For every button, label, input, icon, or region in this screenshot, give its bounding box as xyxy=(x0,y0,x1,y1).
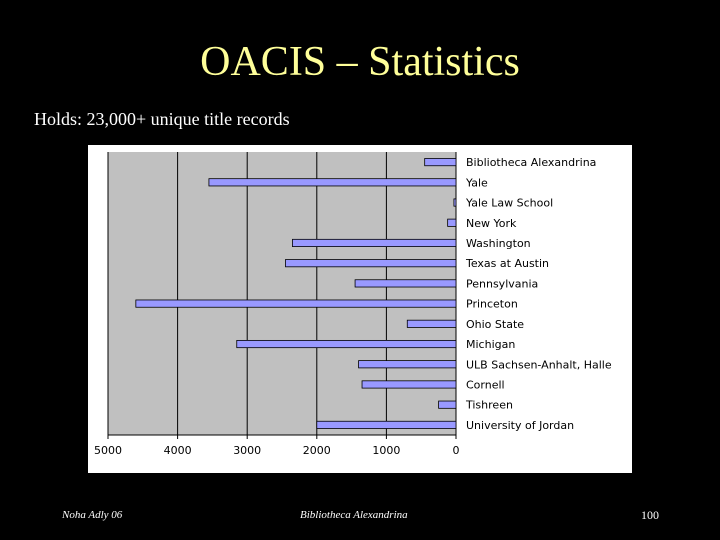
category-label: Yale xyxy=(465,176,488,189)
bar xyxy=(424,158,457,167)
bar xyxy=(236,339,457,349)
x-tick-label: 2000 xyxy=(303,444,331,457)
page-number: 100 xyxy=(641,508,659,522)
bar xyxy=(292,238,457,248)
footer-organization: Bibliotheca Alexandrina xyxy=(300,509,408,521)
holdings-bar-chart: Bibliotheca Alexandrina Yale Yale Law Scho… xyxy=(88,145,632,473)
bar xyxy=(438,400,457,409)
category-label: Ohio State xyxy=(466,318,524,331)
bar xyxy=(135,299,457,308)
bar xyxy=(358,360,457,369)
category-label: New York xyxy=(466,217,517,230)
bar xyxy=(208,178,457,187)
bar xyxy=(285,259,457,268)
x-tick-label: 5000 xyxy=(94,444,122,457)
x-tick-label: 4000 xyxy=(164,444,192,457)
chart-svg: Bibliotheca Alexandrina Yale Yale Law Scho… xyxy=(88,145,632,473)
category-label: Washington xyxy=(466,237,531,250)
bar xyxy=(453,198,457,207)
plot-area xyxy=(108,152,456,435)
category-label: ULB Sachsen-Anhalt, Halle xyxy=(466,358,612,371)
category-label: Bibliotheca Alexandrina xyxy=(466,156,596,169)
category-label: Princeton xyxy=(466,298,518,311)
bar xyxy=(316,420,457,429)
bar xyxy=(361,380,457,389)
slide-subtitle: Holds: 23,000+ unique title records xyxy=(34,109,290,129)
bar xyxy=(354,279,457,288)
slide-title: OACIS – Statistics xyxy=(200,39,520,85)
bar xyxy=(406,319,457,328)
category-label: Cornell xyxy=(466,378,505,391)
bar xyxy=(447,218,457,227)
category-label: University of Jordan xyxy=(466,419,574,432)
category-label: Pennsylvania xyxy=(466,277,538,290)
category-label: Texas at Austin xyxy=(465,257,549,270)
category-label: Tishreen xyxy=(465,399,513,412)
x-tick-label: 3000 xyxy=(233,444,261,457)
category-label: Michigan xyxy=(466,338,515,351)
category-label: Yale Law School xyxy=(465,197,553,210)
x-tick-label: 0 xyxy=(453,444,460,457)
x-tick-label: 1000 xyxy=(372,444,400,457)
footer-author: Noha Adly 06 xyxy=(62,509,123,521)
